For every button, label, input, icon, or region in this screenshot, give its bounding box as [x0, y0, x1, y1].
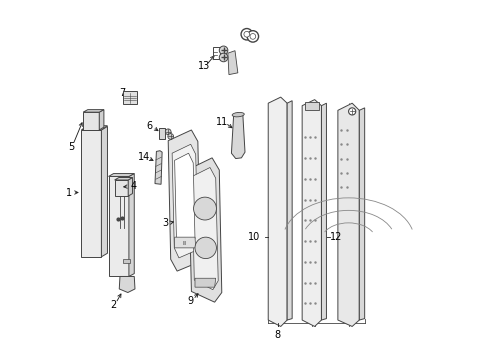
- Text: 2: 2: [110, 300, 117, 310]
- Polygon shape: [83, 110, 104, 112]
- Polygon shape: [119, 276, 135, 293]
- Text: 6: 6: [146, 121, 152, 131]
- Polygon shape: [174, 237, 196, 248]
- Polygon shape: [302, 100, 321, 327]
- Polygon shape: [128, 177, 132, 196]
- Polygon shape: [129, 174, 134, 276]
- Polygon shape: [155, 151, 162, 184]
- Polygon shape: [109, 176, 129, 276]
- Circle shape: [244, 31, 249, 37]
- Polygon shape: [231, 113, 245, 158]
- Circle shape: [165, 129, 171, 135]
- Text: 14: 14: [138, 152, 150, 162]
- Polygon shape: [338, 103, 359, 327]
- Polygon shape: [268, 97, 287, 327]
- Polygon shape: [115, 180, 128, 196]
- Text: 11: 11: [216, 117, 228, 127]
- Polygon shape: [101, 126, 107, 257]
- Polygon shape: [81, 126, 107, 130]
- Circle shape: [250, 33, 256, 39]
- Polygon shape: [123, 91, 137, 104]
- Text: 10: 10: [248, 232, 260, 242]
- Circle shape: [247, 31, 259, 42]
- Text: 12: 12: [330, 232, 343, 242]
- Polygon shape: [321, 103, 326, 320]
- Text: 13: 13: [197, 61, 210, 71]
- Polygon shape: [195, 278, 216, 287]
- Polygon shape: [168, 130, 200, 271]
- Polygon shape: [81, 130, 101, 257]
- Polygon shape: [115, 177, 132, 180]
- Polygon shape: [83, 112, 99, 130]
- Polygon shape: [159, 128, 165, 139]
- Polygon shape: [99, 110, 104, 130]
- Polygon shape: [192, 167, 218, 290]
- Text: 4: 4: [130, 181, 136, 191]
- Text: lll: lll: [182, 241, 186, 246]
- Polygon shape: [359, 108, 365, 320]
- Circle shape: [220, 46, 228, 55]
- Circle shape: [348, 108, 356, 115]
- Polygon shape: [287, 101, 292, 320]
- Polygon shape: [228, 51, 238, 75]
- Text: 3: 3: [162, 218, 168, 228]
- Ellipse shape: [232, 112, 245, 117]
- Text: 1: 1: [66, 188, 72, 198]
- Circle shape: [241, 28, 252, 40]
- Circle shape: [195, 237, 217, 258]
- Polygon shape: [109, 174, 134, 176]
- Polygon shape: [174, 153, 195, 246]
- Circle shape: [168, 134, 173, 139]
- Polygon shape: [172, 144, 198, 258]
- Text: 8: 8: [275, 330, 281, 340]
- Text: 7: 7: [119, 88, 125, 98]
- Bar: [123, 259, 130, 263]
- Polygon shape: [305, 102, 319, 111]
- Text: 5: 5: [68, 141, 74, 152]
- Circle shape: [220, 53, 228, 62]
- Text: 9: 9: [188, 296, 194, 306]
- Circle shape: [194, 197, 217, 220]
- Polygon shape: [189, 158, 222, 302]
